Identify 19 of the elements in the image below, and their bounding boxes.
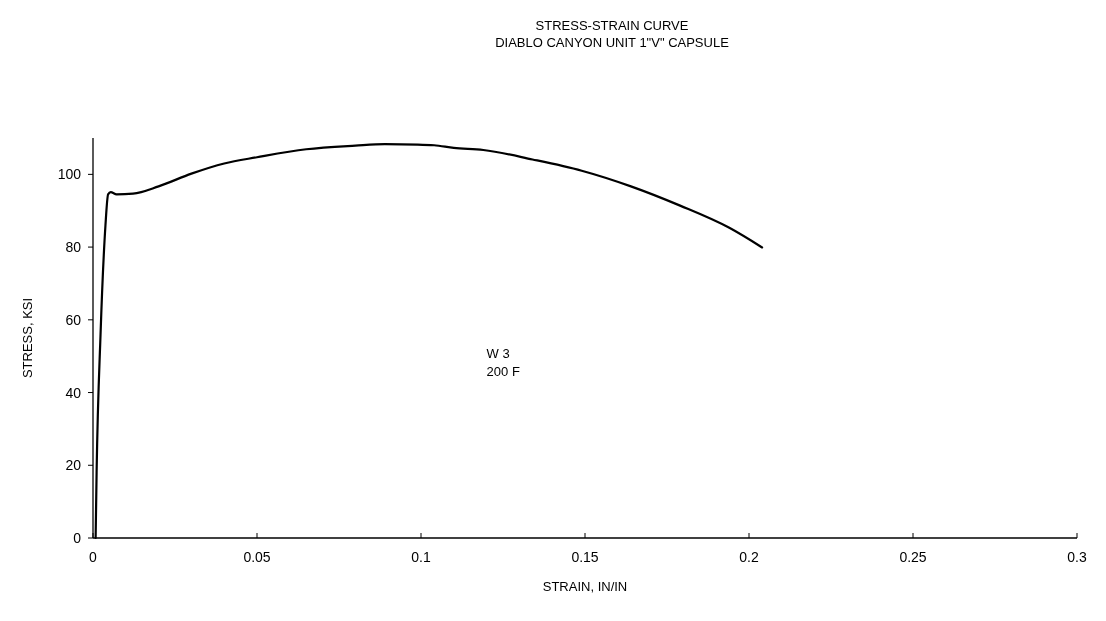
y-tick-label: 20: [65, 457, 82, 474]
chart-subtitle: DIABLO CANYON UNIT 1"V" CAPSULE: [495, 35, 730, 50]
x-tick-label: 0: [89, 549, 98, 565]
y-tick-label: 0: [73, 530, 82, 546]
chart-title: STRESS-STRAIN CURVE: [535, 18, 689, 33]
x-tick-label: 0.3: [1067, 549, 1087, 565]
x-tick-label: 0.2: [739, 549, 759, 565]
x-tick-label: 0.1: [411, 549, 431, 565]
x-tick-label: 0.15: [571, 549, 599, 565]
x-tick-label: 0.05: [243, 549, 271, 565]
annotation: W 3: [486, 346, 510, 361]
y-tick-label: 40: [65, 384, 82, 401]
x-axis-title: STRAIN, IN/IN: [542, 579, 628, 594]
y-tick-label: 80: [65, 239, 82, 256]
y-tick-label: 60: [65, 311, 82, 328]
x-tick-label: 0.25: [899, 549, 927, 565]
y-axis-title: STRESS, KSI: [20, 297, 35, 379]
y-tick-label: 100: [57, 166, 82, 183]
annotation: 200 F: [486, 364, 520, 379]
